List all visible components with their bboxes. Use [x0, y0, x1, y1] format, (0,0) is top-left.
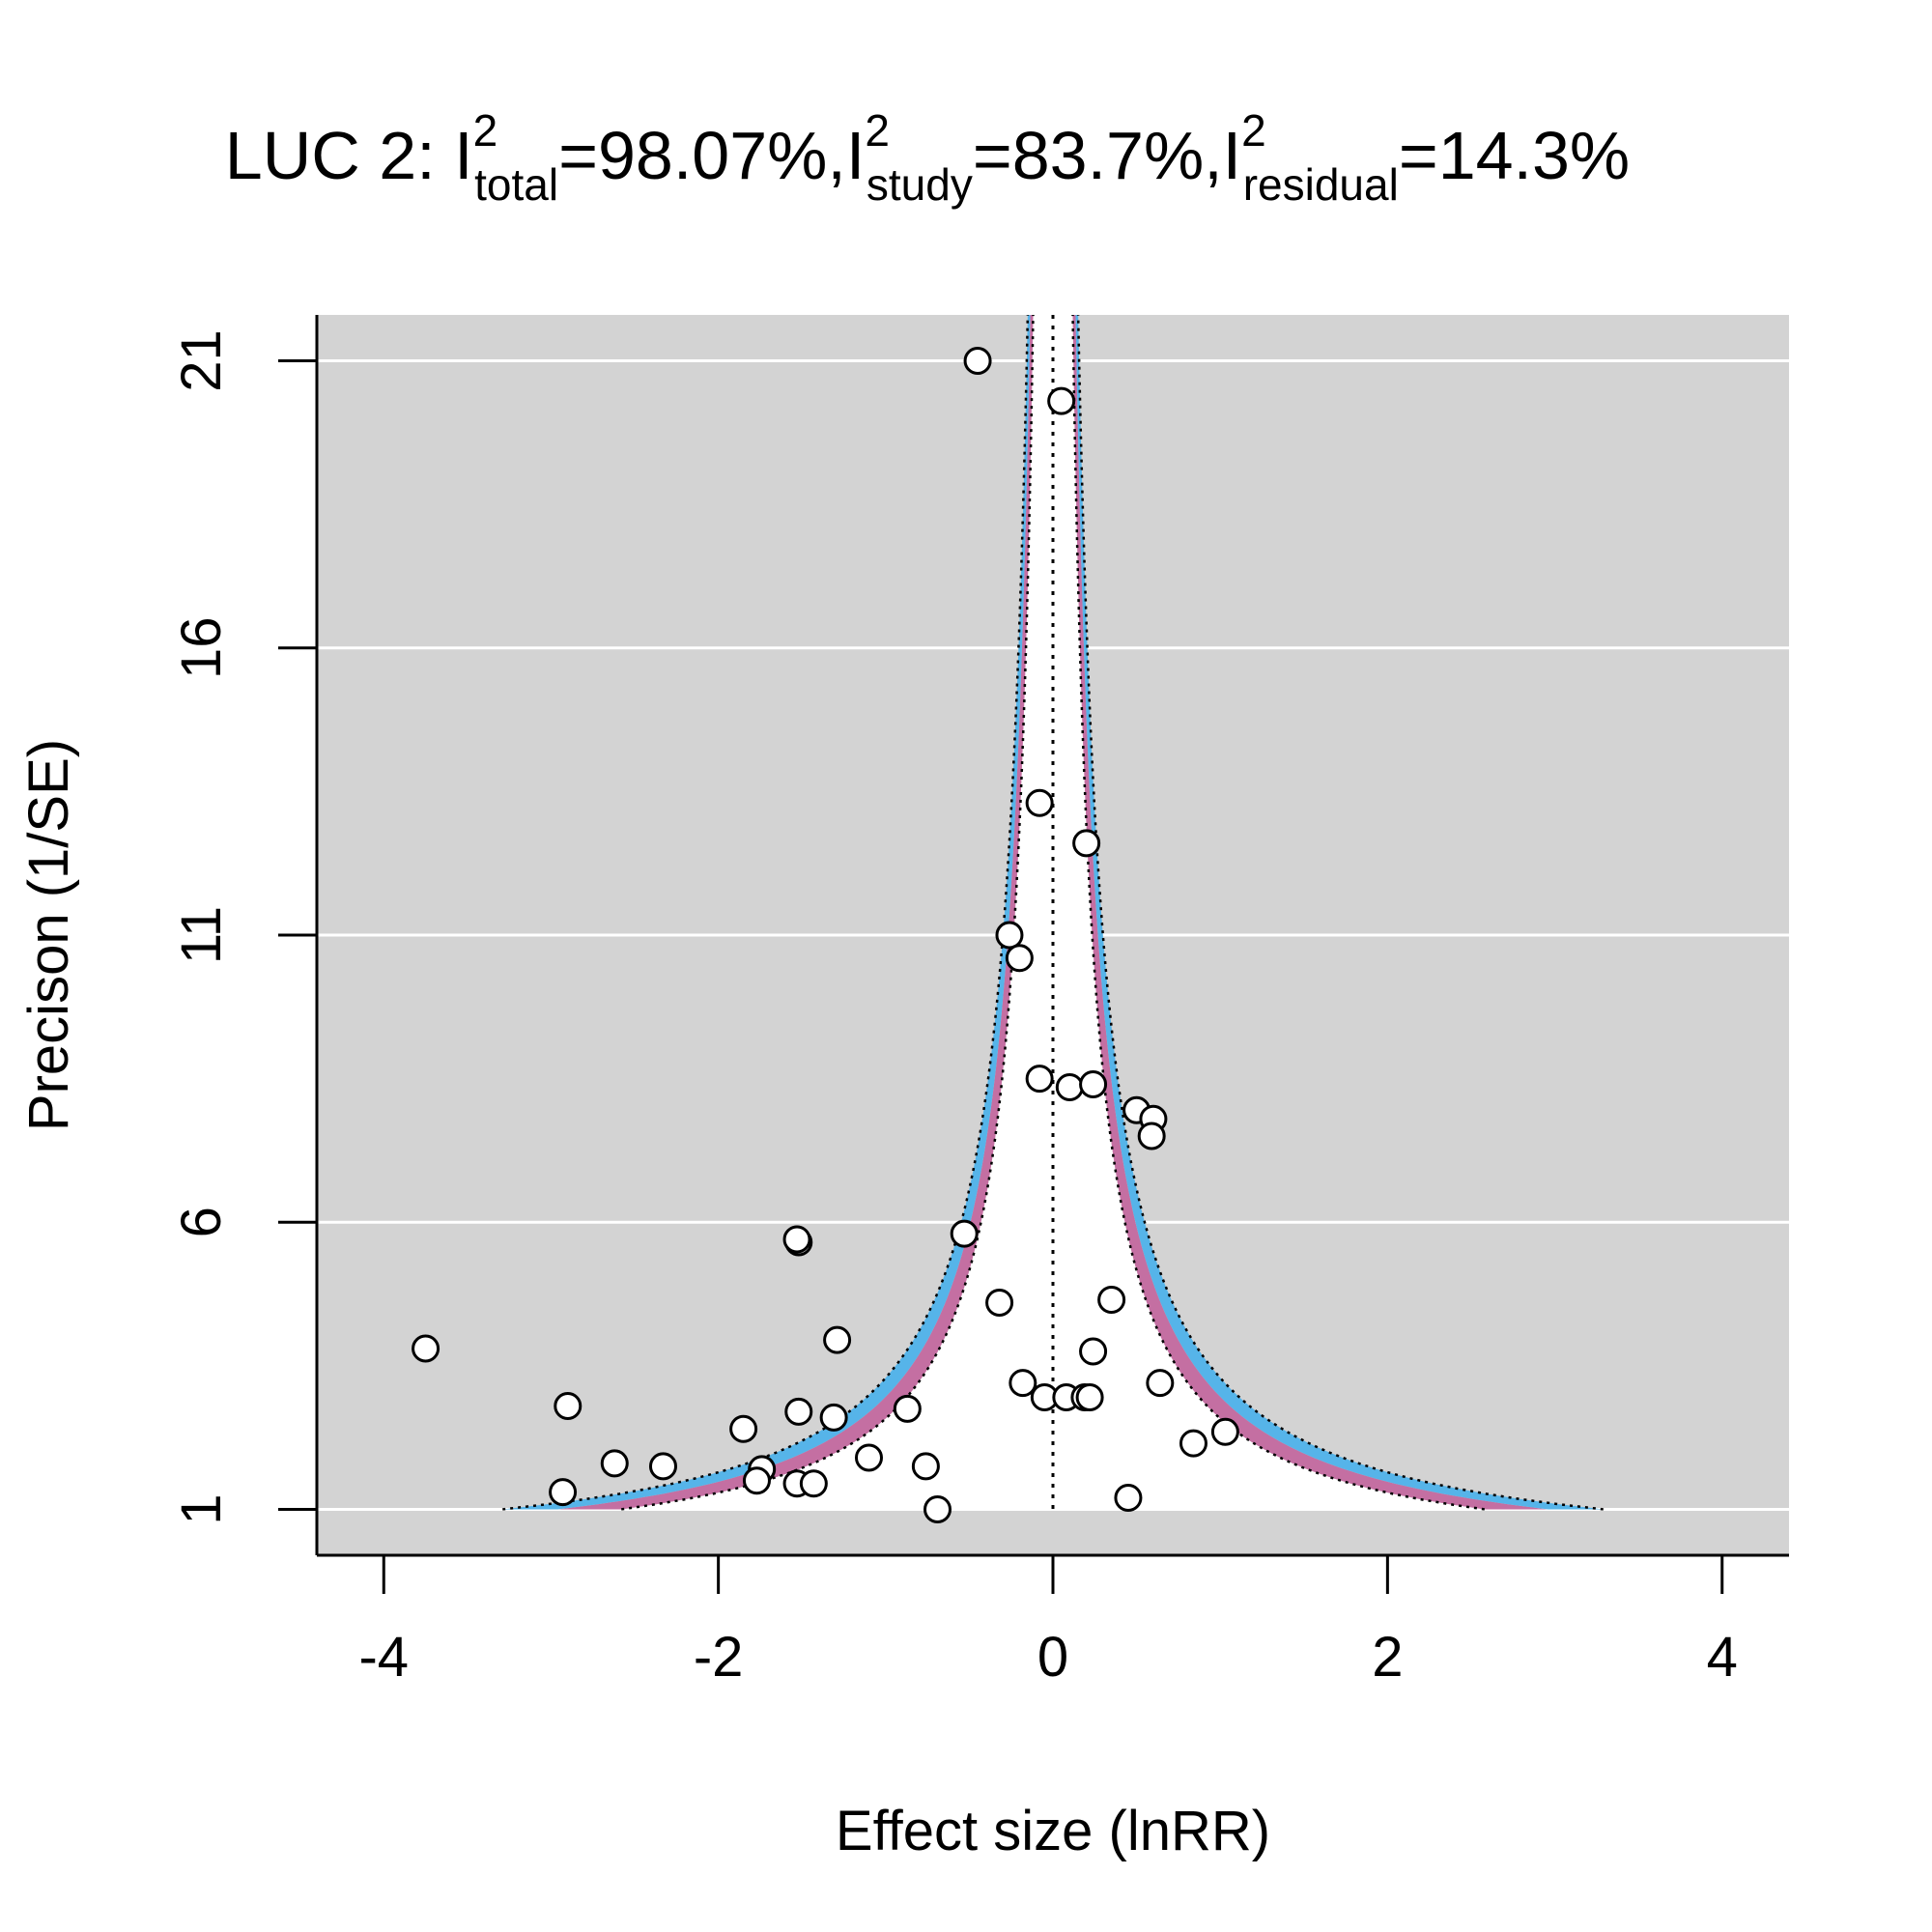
data-point — [412, 1334, 440, 1363]
data-point — [950, 1219, 979, 1248]
y-tick-label: 21 — [170, 329, 233, 392]
data-point — [1072, 829, 1101, 858]
data-point — [554, 1391, 582, 1420]
data-point — [1025, 1065, 1054, 1094]
data-point — [1047, 386, 1076, 415]
data-point — [1097, 1285, 1126, 1314]
data-point — [1079, 1070, 1108, 1099]
data-point — [549, 1478, 578, 1507]
data-points — [412, 347, 1239, 1523]
title-subscript: study — [867, 159, 973, 210]
data-point — [1075, 1383, 1104, 1412]
data-point — [1025, 788, 1054, 817]
data-point — [819, 1403, 848, 1432]
title-i-symbol: I — [846, 118, 865, 193]
data-point — [1146, 1369, 1175, 1398]
x-tick-label: 4 — [1707, 1626, 1738, 1689]
title-superscript: 2 — [865, 105, 890, 156]
data-point — [1179, 1429, 1208, 1458]
data-point — [600, 1449, 629, 1478]
x-axis-label: Effect size (lnRR) — [836, 1800, 1270, 1862]
title-prefix: LUC 2: — [225, 118, 454, 193]
y-tick-label: 1 — [170, 1493, 233, 1524]
title-i-symbol: I — [1223, 118, 1241, 193]
data-point — [1005, 944, 1034, 973]
data-point — [742, 1466, 771, 1495]
title-value: =98.07%, — [558, 118, 846, 193]
data-point — [1009, 1369, 1037, 1398]
data-point — [1210, 1417, 1239, 1446]
data-point — [782, 1225, 811, 1254]
data-point — [995, 921, 1024, 950]
y-tick-label: 16 — [170, 617, 233, 680]
data-point — [799, 1469, 828, 1498]
title-subscript: residual — [1243, 159, 1399, 210]
title-value: =83.7%, — [973, 118, 1223, 193]
data-point — [963, 347, 992, 376]
data-point — [1114, 1484, 1143, 1513]
data-point — [1137, 1122, 1166, 1151]
data-point — [855, 1443, 883, 1472]
title-i-symbol: I — [454, 118, 472, 193]
data-point — [1055, 1073, 1084, 1102]
data-point — [784, 1397, 813, 1426]
title-superscript: 2 — [473, 105, 498, 156]
data-point — [823, 1325, 852, 1354]
title-value: =14.3% — [1399, 118, 1630, 193]
y-tick-label: 6 — [170, 1207, 233, 1237]
x-tick-label: -2 — [694, 1626, 744, 1689]
x-tick-label: 0 — [1037, 1626, 1068, 1689]
data-point — [1079, 1337, 1108, 1366]
data-point — [911, 1452, 940, 1481]
chart-title: LUC 2: I2 total=98.07%,I2 study=83.7%,I2 re… — [225, 105, 1630, 210]
title-subscript: total — [474, 159, 558, 210]
y-axis-label: Precison (1/SE) — [17, 739, 80, 1131]
funnel-contour — [502, 315, 1030, 1511]
title-superscript: 2 — [1241, 105, 1266, 156]
data-point — [729, 1414, 758, 1443]
data-point — [923, 1494, 952, 1523]
data-point — [648, 1452, 677, 1481]
y-tick-label: 11 — [170, 906, 233, 964]
funnel-contour — [1076, 315, 1604, 1511]
data-point — [893, 1394, 922, 1423]
funnel-region — [502, 315, 1604, 1511]
x-tick-label: 2 — [1372, 1626, 1403, 1689]
data-point — [985, 1288, 1014, 1317]
x-tick-label: -4 — [358, 1626, 409, 1689]
